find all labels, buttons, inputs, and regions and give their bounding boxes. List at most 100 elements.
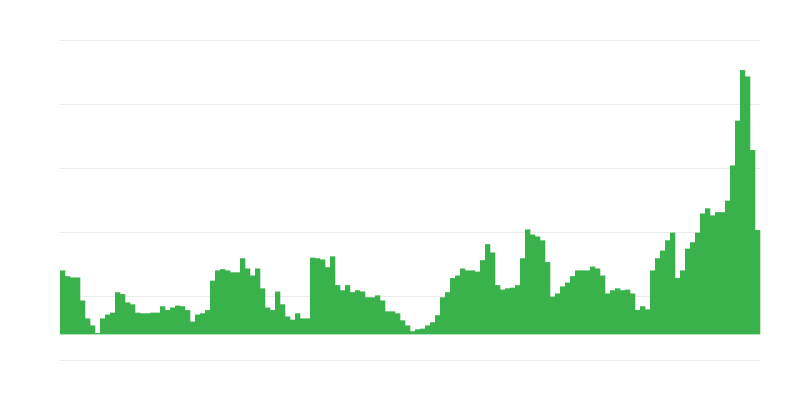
- bar: [385, 311, 391, 335]
- bar: [340, 290, 346, 335]
- bar: [720, 212, 726, 335]
- bar: [395, 313, 401, 335]
- bar: [495, 285, 501, 335]
- bar: [610, 290, 616, 335]
- bar: [705, 208, 711, 335]
- bar: [85, 318, 91, 335]
- bar: [380, 300, 386, 335]
- bar: [525, 229, 531, 335]
- bar: [500, 289, 506, 335]
- bar: [690, 242, 696, 335]
- bar: [90, 325, 96, 335]
- bar: [640, 306, 646, 335]
- bar: [280, 304, 286, 335]
- bar: [545, 262, 551, 335]
- bar: [615, 288, 621, 335]
- bar: [550, 296, 556, 335]
- bar: [260, 288, 266, 335]
- bar: [725, 200, 731, 335]
- bar: [210, 280, 216, 335]
- bar: [585, 270, 591, 335]
- gridlines: [60, 40, 760, 361]
- bar: [660, 250, 666, 335]
- bar: [180, 306, 186, 335]
- bar: [445, 292, 451, 335]
- bar: [300, 318, 306, 335]
- bar: [135, 312, 141, 335]
- bar: [70, 277, 76, 335]
- bar: [420, 328, 426, 335]
- bar: [345, 285, 351, 335]
- bar: [560, 286, 566, 335]
- bar: [310, 257, 316, 335]
- bar: [590, 266, 596, 335]
- bar: [80, 300, 86, 335]
- bar: [575, 270, 581, 335]
- bar: [375, 295, 381, 335]
- bar: [535, 236, 541, 335]
- bar: [480, 260, 486, 335]
- bar: [755, 230, 761, 335]
- bar: [170, 307, 176, 335]
- bar: [200, 313, 206, 335]
- bar: [735, 120, 741, 335]
- bar: [155, 312, 161, 335]
- bar: [515, 285, 521, 335]
- bar: [435, 315, 441, 335]
- bar: [120, 294, 126, 335]
- bar: [680, 270, 686, 335]
- bar: [355, 290, 361, 335]
- bar: [530, 234, 536, 335]
- bar: [150, 312, 156, 335]
- bar: [270, 310, 276, 335]
- bar: [160, 306, 166, 335]
- bar: [470, 270, 476, 335]
- bar: [335, 285, 341, 335]
- bar: [195, 314, 201, 335]
- bar: [635, 310, 641, 335]
- bar: [450, 278, 456, 335]
- bar: [75, 277, 81, 335]
- bar: [475, 271, 481, 335]
- bar: [235, 272, 241, 335]
- bar: [265, 307, 271, 335]
- bar: [305, 318, 311, 335]
- bar: [390, 311, 396, 335]
- bar: [655, 258, 661, 335]
- bar: [750, 150, 756, 335]
- bar: [650, 270, 656, 335]
- bar: [730, 165, 736, 335]
- bar: [65, 276, 71, 335]
- bar: [95, 333, 101, 335]
- bar: [145, 313, 151, 335]
- bar: [565, 282, 571, 335]
- bar: [605, 293, 611, 335]
- bar: [360, 291, 366, 335]
- bar: [245, 268, 251, 335]
- bar: [315, 258, 321, 335]
- bar: [740, 70, 746, 335]
- bar: [205, 310, 211, 335]
- bar: [225, 270, 231, 335]
- bar: [700, 213, 706, 335]
- bar: [175, 305, 181, 335]
- bar: [230, 272, 236, 335]
- bar: [710, 215, 716, 335]
- bar: [255, 268, 261, 335]
- bar: [240, 258, 246, 335]
- bar: [570, 276, 576, 335]
- bar: [685, 248, 691, 335]
- bar: [620, 290, 626, 335]
- bar: [460, 268, 466, 335]
- bar: [555, 293, 561, 335]
- bar: [630, 293, 636, 335]
- bar: [505, 288, 511, 335]
- bar: [320, 259, 326, 335]
- bar: [675, 278, 681, 335]
- bar: [365, 297, 371, 335]
- bar: [580, 270, 586, 335]
- bar: [465, 270, 471, 335]
- bar: [125, 302, 131, 335]
- bar: [595, 268, 601, 335]
